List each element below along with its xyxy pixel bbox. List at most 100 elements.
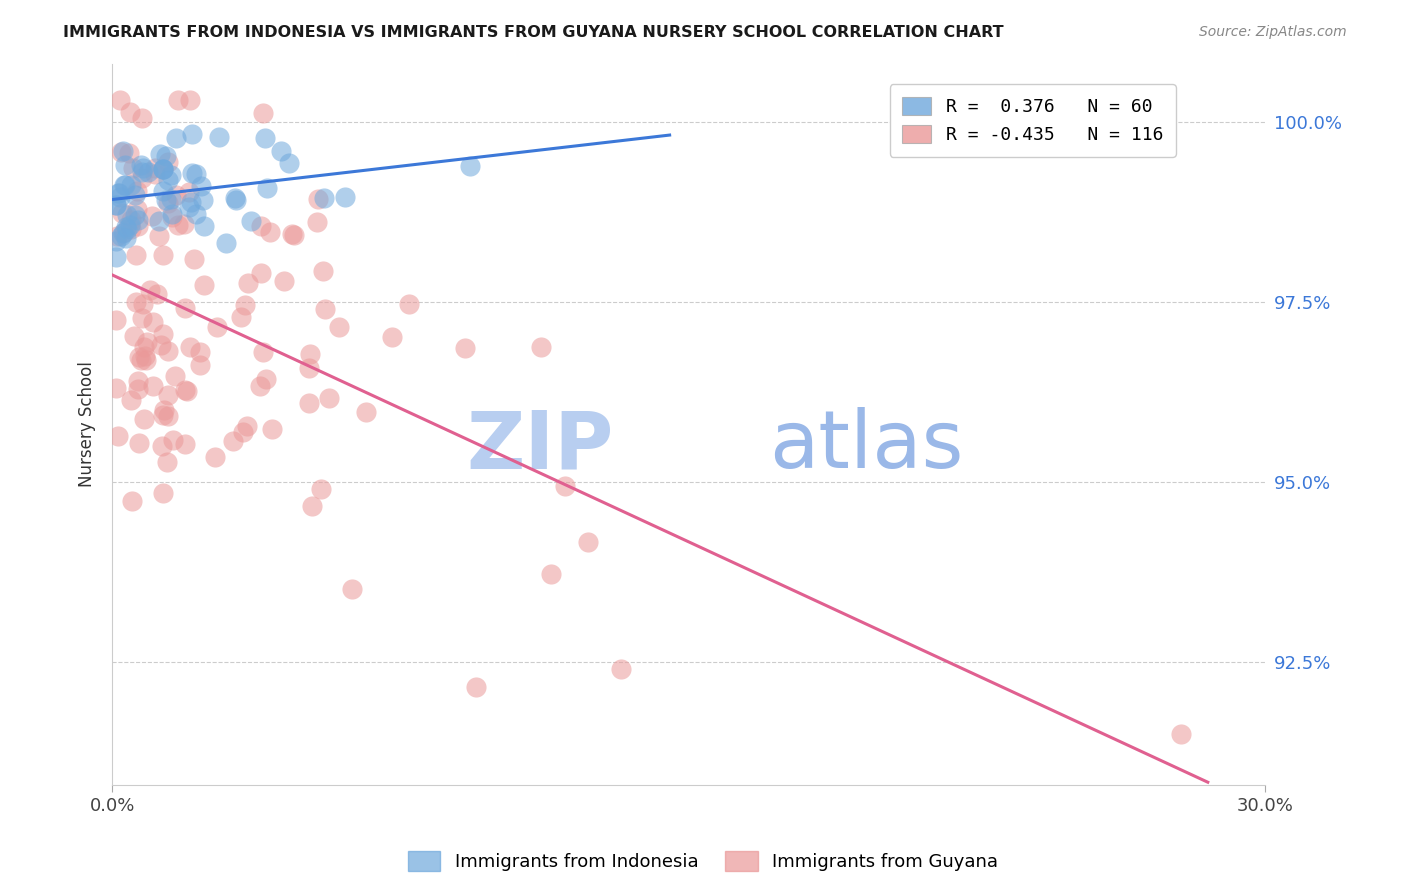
- Point: [167, 93, 190, 107]
- Point: [283, 228, 305, 243]
- Point: [176, 384, 198, 399]
- Point: [143, 161, 166, 175]
- Point: [114, 178, 136, 192]
- Point: [180, 194, 202, 209]
- Point: [111, 144, 134, 158]
- Point: [134, 412, 156, 426]
- Point: [354, 405, 377, 419]
- Point: [179, 340, 201, 354]
- Point: [381, 330, 404, 344]
- Point: [328, 320, 350, 334]
- Point: [110, 228, 132, 243]
- Point: [333, 189, 356, 203]
- Point: [260, 422, 283, 436]
- Point: [224, 190, 246, 204]
- Point: [127, 382, 149, 396]
- Point: [148, 229, 170, 244]
- Point: [156, 409, 179, 423]
- Point: [309, 482, 332, 496]
- Point: [125, 184, 148, 198]
- Point: [107, 428, 129, 442]
- Point: [141, 209, 163, 223]
- Point: [249, 219, 271, 233]
- Legend: R =  0.376   N = 60, R = -0.435   N = 116: R = 0.376 N = 60, R = -0.435 N = 116: [890, 84, 1175, 157]
- Point: [153, 402, 176, 417]
- Point: [120, 392, 142, 407]
- Point: [114, 158, 136, 172]
- Point: [131, 165, 153, 179]
- Point: [156, 387, 179, 401]
- Point: [122, 161, 145, 175]
- Point: [105, 250, 128, 264]
- Y-axis label: Nursery School: Nursery School: [79, 361, 96, 487]
- Point: [152, 248, 174, 262]
- Point: [122, 328, 145, 343]
- Point: [193, 278, 215, 293]
- Point: [256, 181, 278, 195]
- Point: [314, 302, 336, 317]
- Point: [108, 93, 131, 107]
- Point: [134, 349, 156, 363]
- Point: [181, 166, 204, 180]
- Point: [155, 149, 177, 163]
- Point: [215, 235, 238, 250]
- Point: [108, 186, 131, 200]
- Point: [165, 188, 187, 202]
- Point: [252, 106, 274, 120]
- Point: [136, 334, 159, 349]
- Point: [152, 408, 174, 422]
- Point: [305, 215, 328, 229]
- Point: [107, 186, 129, 201]
- Point: [127, 374, 149, 388]
- Point: [127, 213, 149, 227]
- Point: [298, 361, 321, 376]
- Point: [125, 248, 148, 262]
- Point: [121, 494, 143, 508]
- Point: [120, 178, 142, 193]
- Point: [181, 127, 204, 141]
- Point: [139, 283, 162, 297]
- Point: [120, 222, 142, 236]
- Point: [183, 252, 205, 267]
- Point: [159, 192, 181, 206]
- Point: [259, 226, 281, 240]
- Point: [132, 297, 155, 311]
- Point: [270, 144, 292, 158]
- Point: [208, 130, 231, 145]
- Point: [152, 161, 174, 176]
- Point: [105, 229, 128, 244]
- Text: IMMIGRANTS FROM INDONESIA VS IMMIGRANTS FROM GUYANA NURSERY SCHOOL CORRELATION C: IMMIGRANTS FROM INDONESIA VS IMMIGRANTS …: [63, 25, 1004, 40]
- Point: [128, 435, 150, 450]
- Point: [155, 454, 177, 468]
- Point: [115, 222, 138, 236]
- Point: [298, 396, 321, 410]
- Point: [118, 145, 141, 160]
- Point: [132, 161, 155, 175]
- Point: [179, 93, 201, 107]
- Point: [152, 326, 174, 341]
- Point: [165, 131, 187, 145]
- Point: [160, 207, 183, 221]
- Point: [236, 277, 259, 291]
- Point: [110, 145, 132, 160]
- Point: [530, 340, 553, 354]
- Point: [131, 353, 153, 368]
- Point: [163, 369, 186, 384]
- Point: [540, 566, 562, 581]
- Text: Source: ZipAtlas.com: Source: ZipAtlas.com: [1199, 25, 1347, 39]
- Point: [162, 210, 184, 224]
- Point: [235, 297, 257, 311]
- Point: [179, 186, 201, 200]
- Point: [105, 197, 128, 211]
- Point: [125, 295, 148, 310]
- Point: [105, 313, 128, 327]
- Point: [193, 219, 215, 234]
- Point: [115, 219, 138, 234]
- Point: [174, 437, 197, 451]
- Point: [125, 202, 148, 216]
- Point: [148, 214, 170, 228]
- Point: [458, 159, 481, 173]
- Point: [311, 264, 333, 278]
- Point: [152, 161, 174, 176]
- Point: [236, 419, 259, 434]
